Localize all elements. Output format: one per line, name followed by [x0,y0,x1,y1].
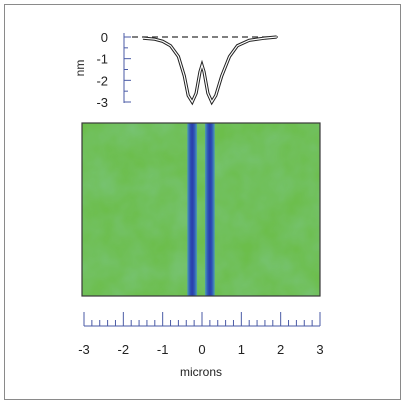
profile-curve [142,36,277,104]
micron-scale-axis: -3 -2 -1 0 1 2 3 microns [78,312,324,379]
profile-curve-outline [142,35,277,106]
profile-y-axis-title: nm [73,60,87,77]
profile-y-tick-label: -2 [96,73,108,88]
scale-tick-label: 1 [238,342,245,357]
heatmap-line-feature [187,123,198,296]
scale-tick-label: -1 [157,342,169,357]
profile-plot: 0 -1 -2 -3 nm [73,30,278,110]
profile-y-tick-label: -1 [96,52,108,67]
profile-y-tick-label: 0 [101,30,108,45]
x-axis-title: microns [180,365,222,379]
afm-heatmap [81,122,321,297]
heatmap-texture [82,123,320,296]
scale-tick-label: 0 [198,342,205,357]
heatmap-border [81,122,321,297]
profile-y-tick-label: -3 [96,95,108,110]
scale-tick-label: 2 [277,342,284,357]
heatmap-line-feature [204,123,215,296]
scale-tick-label: 3 [316,342,323,357]
scale-tick-label: -3 [78,342,90,357]
scale-tick-label: -2 [118,342,130,357]
